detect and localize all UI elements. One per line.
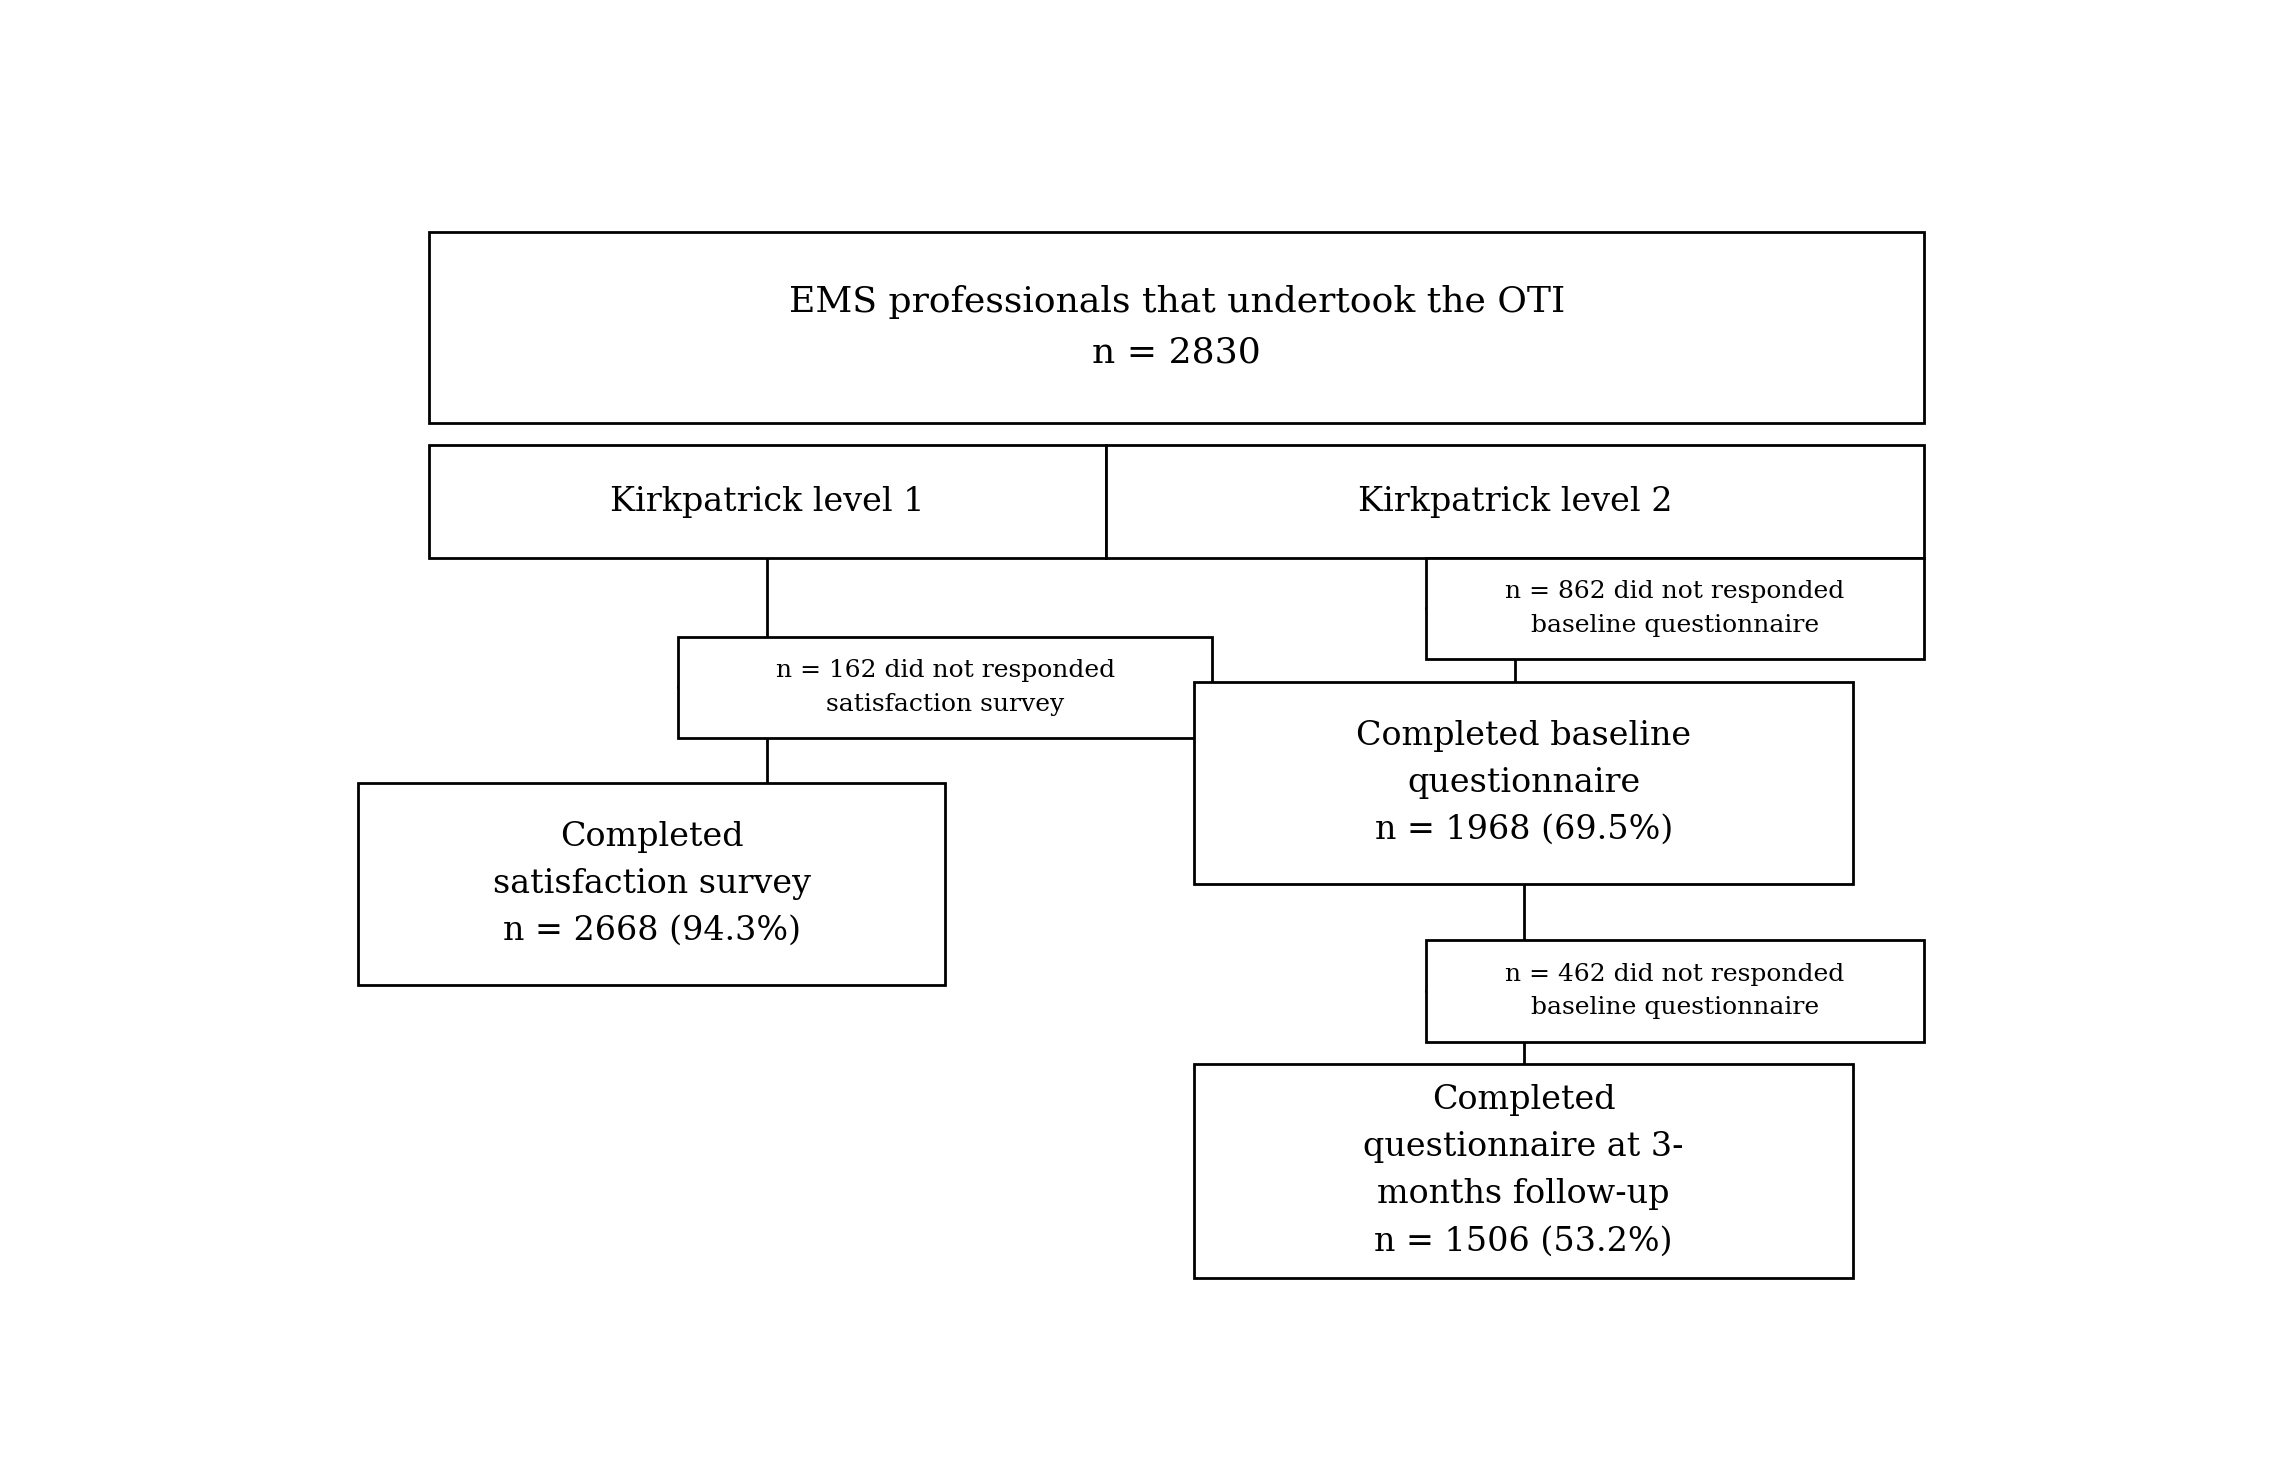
Text: EMS professionals that undertook the OTI
n = 2830: EMS professionals that undertook the OTI… bbox=[788, 285, 1566, 370]
Text: n = 862 did not responded
baseline questionnaire: n = 862 did not responded baseline quest… bbox=[1506, 580, 1844, 637]
Text: Completed
satisfaction survey
n = 2668 (94.3%): Completed satisfaction survey n = 2668 (… bbox=[494, 821, 810, 947]
Bar bbox=[1426, 558, 1924, 659]
Bar bbox=[429, 446, 1104, 558]
Bar bbox=[358, 783, 946, 985]
Bar bbox=[1194, 681, 1853, 884]
Text: Kirkpatrick level 2: Kirkpatrick level 2 bbox=[1357, 485, 1671, 517]
Text: n = 162 did not responded
satisfaction survey: n = 162 did not responded satisfaction s… bbox=[776, 659, 1116, 716]
Bar bbox=[429, 231, 1924, 422]
Bar bbox=[1107, 446, 1924, 558]
Text: Completed baseline
questionnaire
n = 1968 (69.5%): Completed baseline questionnaire n = 196… bbox=[1357, 720, 1692, 846]
Text: Kirkpatrick level 1: Kirkpatrick level 1 bbox=[611, 485, 925, 517]
Text: Completed
questionnaire at 3-
months follow-up
n = 1506 (53.2%): Completed questionnaire at 3- months fol… bbox=[1364, 1084, 1683, 1258]
Bar bbox=[1194, 1064, 1853, 1278]
Bar bbox=[680, 637, 1212, 738]
Bar bbox=[1426, 941, 1924, 1042]
Text: n = 462 did not responded
baseline questionnaire: n = 462 did not responded baseline quest… bbox=[1506, 963, 1844, 1020]
